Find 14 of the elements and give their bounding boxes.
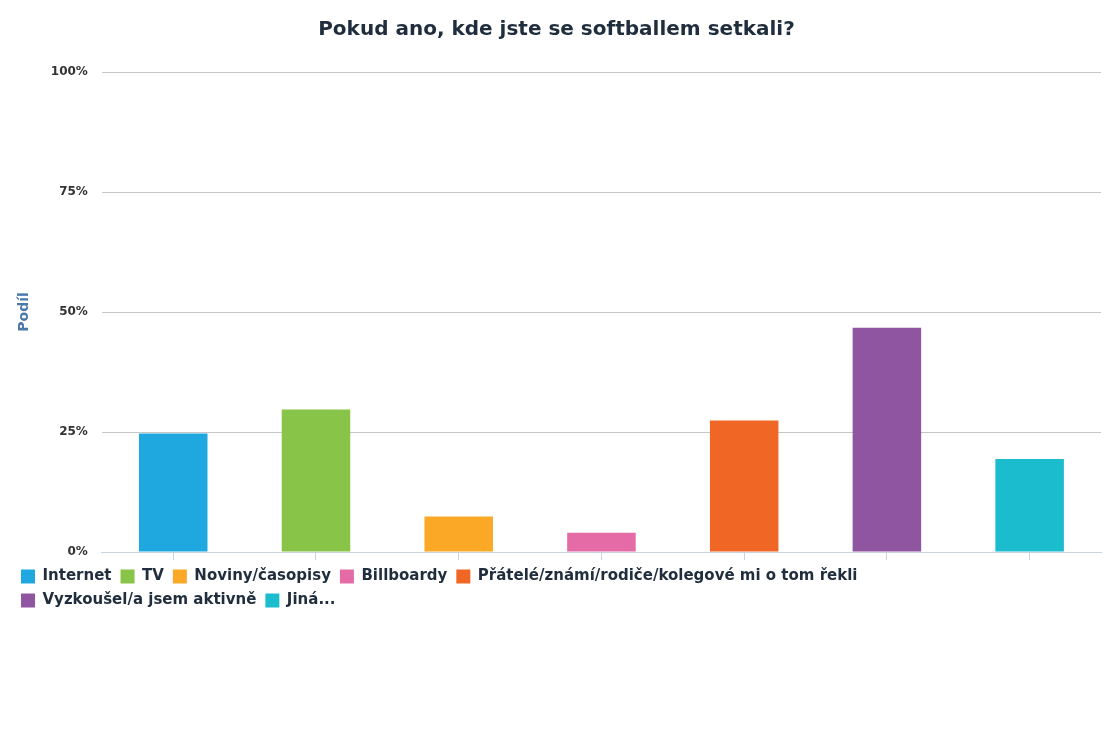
chart-title: Pokud ano, kde jste se softballem setkali? (318, 16, 795, 41)
y-tick-label: 0% (67, 544, 88, 559)
y-tick-label: 100% (50, 64, 88, 79)
legend-label: Jiná... (285, 590, 336, 609)
y-tick-label: 75% (59, 184, 88, 199)
y-tick-label: 25% (59, 424, 88, 439)
legend-label: Noviny/časopisy (194, 566, 332, 585)
legend-label: Billboardy (361, 566, 448, 585)
y-tick-label: 50% (59, 304, 88, 319)
legend-label: Přátelé/známí/rodiče/kolegové mi o tom řekli (477, 566, 858, 585)
y-axis-title: Podíl (15, 292, 32, 332)
legend-label: TV (142, 566, 165, 585)
legend-label: Internet (42, 566, 112, 585)
legend-label: Vyzkoušel/a jsem aktivně (42, 590, 257, 609)
